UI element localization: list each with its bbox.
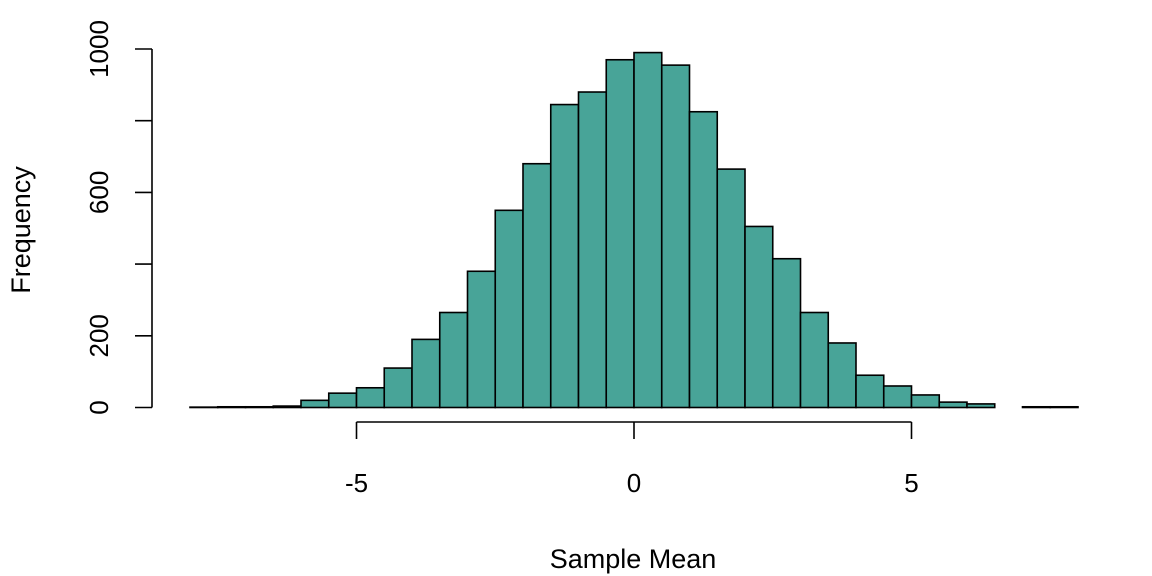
histogram-bar	[799, 311, 830, 409]
histogram-bar	[605, 58, 635, 409]
y-axis: 0 200 600 1000	[84, 20, 153, 415]
y-tick-label: 200	[84, 314, 114, 357]
x-tick-label: 0	[627, 468, 641, 498]
histogram-bar	[966, 403, 996, 409]
histogram-bar	[355, 386, 386, 409]
histogram-bar	[383, 367, 413, 409]
histogram-bar	[411, 338, 441, 409]
histogram-bar	[938, 401, 968, 409]
x-axis: -5 0 5	[345, 421, 919, 498]
histogram-bar	[244, 405, 275, 409]
histogram-bar	[1049, 405, 1079, 409]
histogram-bar	[660, 64, 691, 409]
histogram-bar	[855, 374, 885, 409]
histogram-bar	[549, 103, 580, 409]
histogram-bar	[216, 405, 247, 409]
histogram-bar	[910, 394, 941, 409]
y-tick-label: 0	[84, 400, 114, 414]
x-axis-label: Sample Mean	[550, 544, 717, 574]
histogram-bar	[882, 385, 913, 409]
y-tick-label: 1000	[84, 20, 114, 78]
y-tick-label: 600	[84, 171, 114, 214]
histogram-bar	[716, 168, 746, 409]
x-tick-label: -5	[345, 468, 368, 498]
histogram-bar	[438, 311, 469, 409]
histogram-bar	[300, 399, 330, 409]
histogram-bar	[272, 405, 302, 409]
histogram-bar	[327, 392, 358, 409]
y-axis-label: Frequency	[6, 166, 36, 294]
histogram-bar	[577, 91, 608, 409]
histogram-bar	[1021, 405, 1052, 409]
histogram-bar	[633, 51, 663, 409]
histogram-bar	[494, 209, 524, 409]
histogram-bar	[827, 342, 857, 409]
histogram-bar	[688, 110, 719, 409]
histogram-bar	[771, 257, 802, 409]
histogram-bar	[522, 162, 552, 409]
histogram-bar	[466, 270, 497, 409]
x-tick-label: 5	[904, 468, 918, 498]
histogram-bar	[744, 225, 774, 409]
bars-group	[189, 51, 1079, 409]
